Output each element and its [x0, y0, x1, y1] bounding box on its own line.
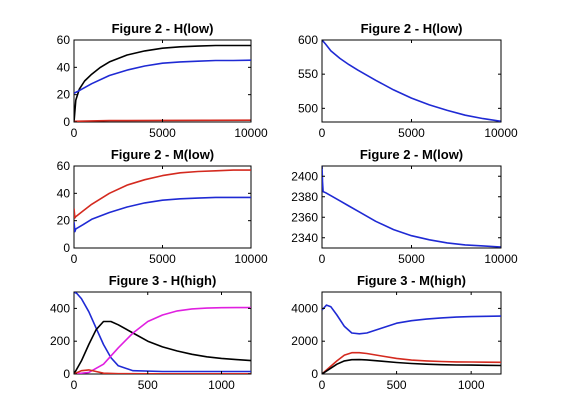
subplot-title: Figure 3 - M(high) — [357, 273, 466, 288]
subplot-5: Figure 3 - H(high) 0 500 1000 0 200 400 — [50, 273, 252, 392]
x-tick-label: 0 — [71, 126, 78, 140]
y-tick-label: 400 — [50, 301, 70, 315]
subplot-6: Figure 3 - M(high) 0 500 1000 0 2000 4000 — [291, 273, 502, 392]
series-line-4 — [74, 369, 251, 374]
series-line-2 — [74, 320, 251, 374]
subplot-title: Figure 2 - M(low) — [111, 147, 214, 162]
series-group — [74, 169, 251, 233]
series-line-2 — [322, 351, 501, 374]
subplot-title: Figure 3 - H(high) — [109, 273, 217, 288]
series-line-1 — [322, 40, 501, 122]
x-tick-label: 10000 — [484, 252, 518, 266]
series-line-1 — [322, 166, 501, 248]
x-tick-label: 10000 — [234, 252, 268, 266]
y-tick-label: 40 — [57, 186, 71, 200]
series-line-3 — [322, 358, 501, 374]
y-tick-label: 2000 — [291, 334, 318, 348]
series-line-3 — [74, 306, 251, 374]
series-group — [322, 304, 501, 374]
x-tick-label: 5000 — [398, 252, 425, 266]
series-line-1 — [322, 304, 501, 335]
x-tick-label: 0 — [319, 252, 326, 266]
series-line-1 — [74, 292, 251, 373]
plot-area — [73, 39, 252, 123]
plot-area — [321, 39, 502, 123]
x-tick-label: 1000 — [458, 378, 485, 392]
y-tick-label: 20 — [57, 88, 71, 102]
series-line-1 — [74, 44, 251, 122]
y-tick-label: 2360 — [291, 210, 318, 224]
y-tick-label: 60 — [57, 33, 71, 47]
subplot-1: Figure 2 - H(low) 0 5000 10000 0 20 40 60 — [57, 21, 268, 140]
series-line-3 — [74, 119, 251, 122]
y-tick-label: 500 — [298, 101, 318, 115]
x-tick-label: 10000 — [234, 126, 268, 140]
x-tick-label: 10000 — [484, 126, 518, 140]
y-tick-label: 0 — [63, 115, 70, 129]
series-line-2 — [74, 59, 251, 95]
y-tick-label: 4000 — [291, 301, 318, 315]
y-tick-label: 0 — [63, 367, 70, 381]
x-tick-label: 500 — [138, 378, 158, 392]
series-group — [322, 40, 501, 122]
x-tick-label: 5000 — [149, 252, 176, 266]
plot-area — [73, 165, 252, 249]
series-group — [74, 292, 251, 374]
x-tick-label: 1000 — [208, 378, 235, 392]
subplot-title: Figure 2 - M(low) — [360, 147, 463, 162]
y-tick-label: 2340 — [291, 231, 318, 245]
x-tick-label: 0 — [319, 126, 326, 140]
y-tick-label: 600 — [298, 33, 318, 47]
x-tick-label: 5000 — [149, 126, 176, 140]
subplot-title: Figure 2 - H(low) — [361, 21, 463, 36]
y-tick-label: 0 — [63, 241, 70, 255]
x-tick-label: 5000 — [398, 126, 425, 140]
y-tick-label: 2380 — [291, 190, 318, 204]
y-tick-label: 2400 — [291, 169, 318, 183]
series-group — [74, 44, 251, 122]
series-line-2 — [74, 196, 251, 233]
x-tick-label: 500 — [387, 378, 407, 392]
y-tick-label: 550 — [298, 67, 318, 81]
subplot-3: Figure 2 - M(low) 0 5000 10000 0 20 40 60 — [57, 147, 268, 266]
y-tick-label: 0 — [311, 367, 318, 381]
y-tick-label: 60 — [57, 159, 71, 173]
subplot-4: Figure 2 - M(low) 0 5000 10000 2340 2360 2380 2… — [291, 147, 518, 266]
series-group — [322, 166, 501, 248]
x-tick-label: 0 — [71, 252, 78, 266]
plot-area — [73, 291, 252, 375]
series-line-1 — [74, 169, 251, 219]
y-tick-label: 40 — [57, 60, 71, 74]
y-tick-label: 20 — [57, 214, 71, 228]
x-tick-label: 0 — [71, 378, 78, 392]
subplot-title: Figure 2 - H(low) — [112, 21, 214, 36]
y-tick-label: 200 — [50, 334, 70, 348]
x-tick-label: 0 — [319, 378, 326, 392]
subplot-2: Figure 2 - H(low) 0 5000 10000 500 550 600 — [298, 21, 518, 140]
